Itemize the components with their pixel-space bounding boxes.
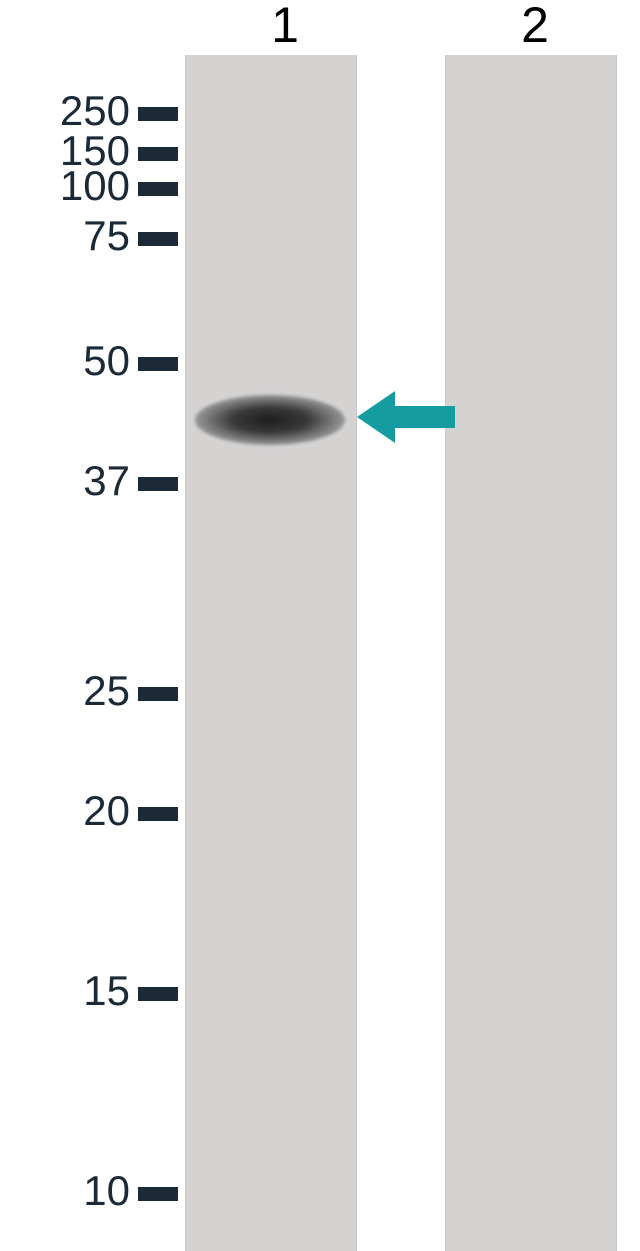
mw-label-25: 25 — [0, 670, 130, 712]
lane-label-2: 2 — [505, 0, 565, 50]
lane-2 — [445, 55, 617, 1251]
mw-label-10: 10 — [0, 1170, 130, 1212]
mw-label-75: 75 — [0, 215, 130, 257]
lane-label-1: 1 — [255, 0, 315, 50]
mw-dash-20 — [138, 807, 178, 821]
mw-dash-250 — [138, 107, 178, 121]
mw-dash-10 — [138, 1187, 178, 1201]
mw-dash-25 — [138, 687, 178, 701]
protein-band-lane1 — [195, 395, 345, 445]
mw-dash-37 — [138, 477, 178, 491]
lane-1 — [185, 55, 357, 1251]
western-blot-figure: 1 2 250 150 100 75 50 37 25 20 15 10 — [0, 0, 640, 1251]
mw-label-15: 15 — [0, 970, 130, 1012]
mw-label-100: 100 — [0, 165, 130, 207]
mw-dash-75 — [138, 232, 178, 246]
mw-label-250: 250 — [0, 90, 130, 132]
mw-label-37: 37 — [0, 460, 130, 502]
mw-dash-100 — [138, 182, 178, 196]
mw-dash-50 — [138, 357, 178, 371]
arrow-head-icon — [357, 391, 395, 443]
mw-dash-150 — [138, 147, 178, 161]
mw-label-20: 20 — [0, 790, 130, 832]
band-indicator-arrow — [357, 391, 455, 443]
arrow-shaft — [395, 406, 455, 428]
mw-label-50: 50 — [0, 340, 130, 382]
mw-dash-15 — [138, 987, 178, 1001]
